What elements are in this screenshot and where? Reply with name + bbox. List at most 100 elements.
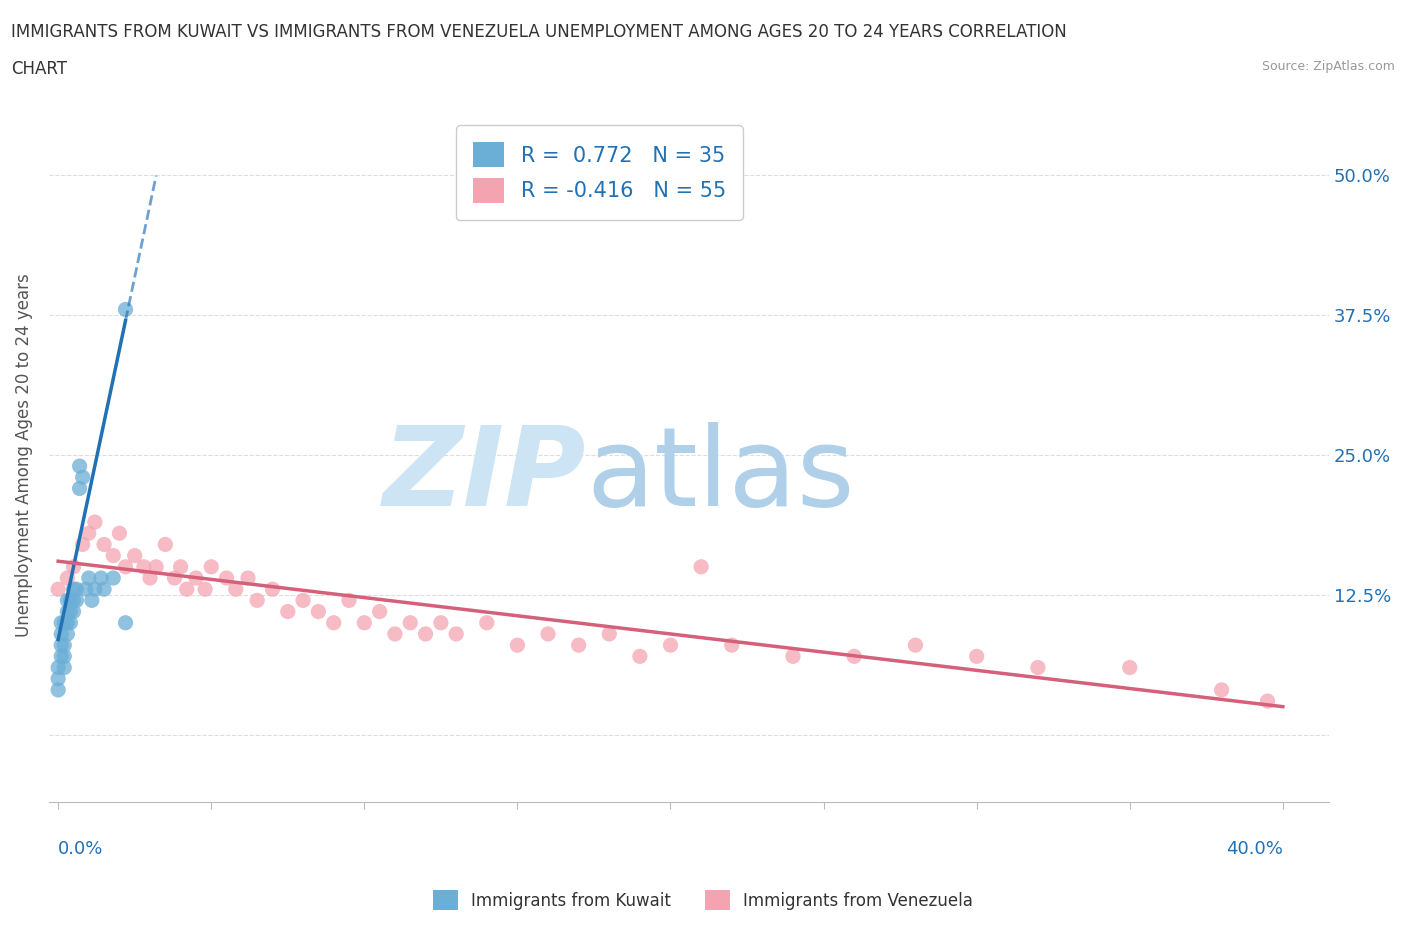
Point — [1119, 660, 1142, 675]
Point — [782, 649, 804, 664]
Point — [163, 571, 186, 586]
Point — [124, 548, 146, 563]
Point — [51, 627, 73, 642]
Point — [80, 593, 103, 608]
Point — [65, 582, 87, 597]
Point — [368, 604, 391, 619]
Point — [337, 593, 360, 608]
Point — [659, 638, 682, 653]
Point — [1026, 660, 1049, 675]
Point — [59, 593, 82, 608]
Text: atlas: atlas — [586, 422, 855, 529]
Point — [51, 616, 73, 631]
Point — [184, 571, 207, 586]
Point — [93, 537, 115, 551]
Text: CHART: CHART — [11, 60, 67, 78]
Point — [51, 649, 73, 664]
Point — [56, 616, 79, 631]
Point — [46, 660, 69, 675]
Y-axis label: Unemployment Among Ages 20 to 24 years: Unemployment Among Ages 20 to 24 years — [15, 273, 32, 637]
Point — [59, 616, 82, 631]
Point — [46, 683, 69, 698]
Point — [292, 593, 315, 608]
Point — [108, 525, 131, 540]
Point — [65, 593, 87, 608]
Point — [598, 627, 620, 642]
Point — [56, 593, 79, 608]
Point — [53, 649, 76, 664]
Point — [53, 660, 76, 675]
Legend: Immigrants from Kuwait, Immigrants from Venezuela: Immigrants from Kuwait, Immigrants from … — [426, 884, 980, 917]
Point — [114, 616, 136, 631]
Point — [322, 616, 344, 631]
Point — [59, 604, 82, 619]
Point — [537, 627, 560, 642]
Point — [415, 627, 437, 642]
Point — [83, 582, 105, 597]
Point — [56, 627, 79, 642]
Point — [69, 481, 91, 496]
Point — [72, 537, 94, 551]
Point — [236, 571, 259, 586]
Point — [307, 604, 329, 619]
Point — [353, 616, 375, 631]
Point — [690, 559, 713, 574]
Point — [904, 638, 927, 653]
Point — [103, 571, 125, 586]
Point — [53, 616, 76, 631]
Point — [628, 649, 651, 664]
Point — [51, 638, 73, 653]
Point — [114, 302, 136, 317]
Point — [1257, 694, 1279, 709]
Point — [145, 559, 167, 574]
Point — [77, 571, 100, 586]
Point — [246, 593, 269, 608]
Point — [262, 582, 284, 597]
Text: ZIP: ZIP — [382, 422, 586, 529]
Point — [430, 616, 453, 631]
Point — [114, 559, 136, 574]
Point — [77, 525, 100, 540]
Point — [225, 582, 247, 597]
Point — [139, 571, 162, 586]
Point — [1211, 683, 1233, 698]
Point — [169, 559, 191, 574]
Point — [475, 616, 498, 631]
Point — [384, 627, 406, 642]
Point — [176, 582, 198, 597]
Point — [194, 582, 217, 597]
Point — [399, 616, 422, 631]
Point — [720, 638, 742, 653]
Point — [53, 638, 76, 653]
Point — [56, 604, 79, 619]
Point — [132, 559, 155, 574]
Point — [90, 571, 112, 586]
Point — [966, 649, 988, 664]
Point — [93, 582, 115, 597]
Text: IMMIGRANTS FROM KUWAIT VS IMMIGRANTS FROM VENEZUELA UNEMPLOYMENT AMONG AGES 20 T: IMMIGRANTS FROM KUWAIT VS IMMIGRANTS FRO… — [11, 23, 1067, 41]
Point — [103, 548, 125, 563]
Point — [75, 582, 97, 597]
Point — [46, 582, 69, 597]
Point — [56, 571, 79, 586]
Point — [844, 649, 866, 664]
Point — [215, 571, 238, 586]
Point — [62, 604, 84, 619]
Point — [62, 559, 84, 574]
Point — [568, 638, 591, 653]
Legend: R =  0.772   N = 35, R = -0.416   N = 55: R = 0.772 N = 35, R = -0.416 N = 55 — [456, 126, 742, 219]
Text: Source: ZipAtlas.com: Source: ZipAtlas.com — [1261, 60, 1395, 73]
Point — [46, 671, 69, 686]
Point — [69, 458, 91, 473]
Text: 0.0%: 0.0% — [58, 840, 104, 858]
Point — [72, 470, 94, 485]
Point — [506, 638, 529, 653]
Text: 40.0%: 40.0% — [1226, 840, 1282, 858]
Point — [62, 593, 84, 608]
Point — [200, 559, 222, 574]
Point — [83, 514, 105, 529]
Point — [155, 537, 177, 551]
Point — [62, 582, 84, 597]
Point — [444, 627, 467, 642]
Point — [277, 604, 299, 619]
